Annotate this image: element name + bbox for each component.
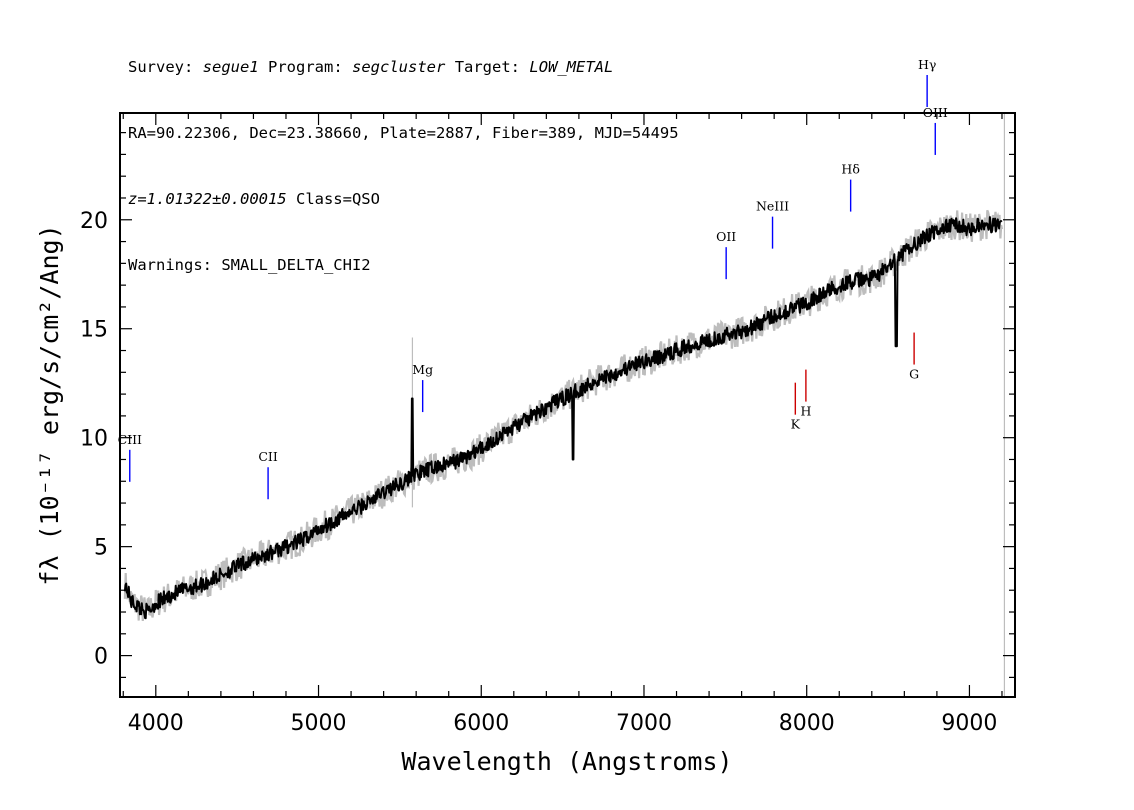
x-tick-label: 7000 (616, 711, 672, 736)
y-tick-label: 0 (94, 645, 108, 670)
header-line-survey: Survey: segue1 Program: segcluster Targe… (128, 58, 614, 76)
marker-label-mg: Mg (412, 362, 433, 377)
redshift-value: z=1.01322±0.00015 (128, 190, 287, 208)
marker-label-g: G (909, 367, 919, 382)
y-axis-title: fλ (10⁻¹⁷ erg/s/cm²/Ang) (35, 224, 64, 585)
x-axis-title: Wavelength (Angstroms) (401, 747, 732, 776)
marker-label-h: H (800, 404, 811, 419)
marker-label-ciii: CIII (118, 432, 142, 447)
header-line-warnings: Warnings: SMALL_DELTA_CHI2 (128, 256, 371, 274)
marker-label-cii: CII (258, 449, 278, 464)
x-tick-label: 9000 (941, 711, 997, 736)
flux-series (123, 216, 1003, 620)
class-value: Class=QSO (295, 190, 380, 208)
flux-line (123, 216, 1003, 620)
sky-line-layer (411, 113, 1006, 697)
spectrum-header: Survey: segue1 Program: segcluster Targe… (128, 12, 679, 298)
axis-ticks: 4000 5000 6000 7000 8000 9000 0 5 10 15 20 (80, 113, 1015, 736)
header-line-coordinates: RA=90.22306, Dec=23.38660, Plate=2887, F… (128, 124, 679, 142)
y-tick-label: 5 (94, 536, 108, 561)
header-line-redshift: z=1.01322±0.00015 Class=QSO (128, 188, 679, 210)
marker-label-h: Hδ (841, 162, 859, 177)
marker-label-k: K (791, 417, 801, 432)
marker-label-oii: OII (716, 229, 736, 244)
x-tick-label: 4000 (128, 711, 184, 736)
program-value: segcluster (352, 58, 446, 76)
x-tick-label: 8000 (779, 711, 835, 736)
x-tick-label: 6000 (453, 711, 509, 736)
marker-label-neiii: NeIII (756, 199, 789, 214)
target-value: LOW_METAL (529, 58, 614, 76)
marker-label-h: Hγ (918, 57, 936, 72)
survey-value: segue1 (202, 58, 259, 76)
x-tick-label: 5000 (291, 711, 347, 736)
y-tick-label: 15 (80, 318, 108, 343)
plot-frame (119, 112, 1016, 698)
y-tick-label: 20 (80, 209, 108, 234)
y-tick-label: 10 (80, 427, 108, 452)
